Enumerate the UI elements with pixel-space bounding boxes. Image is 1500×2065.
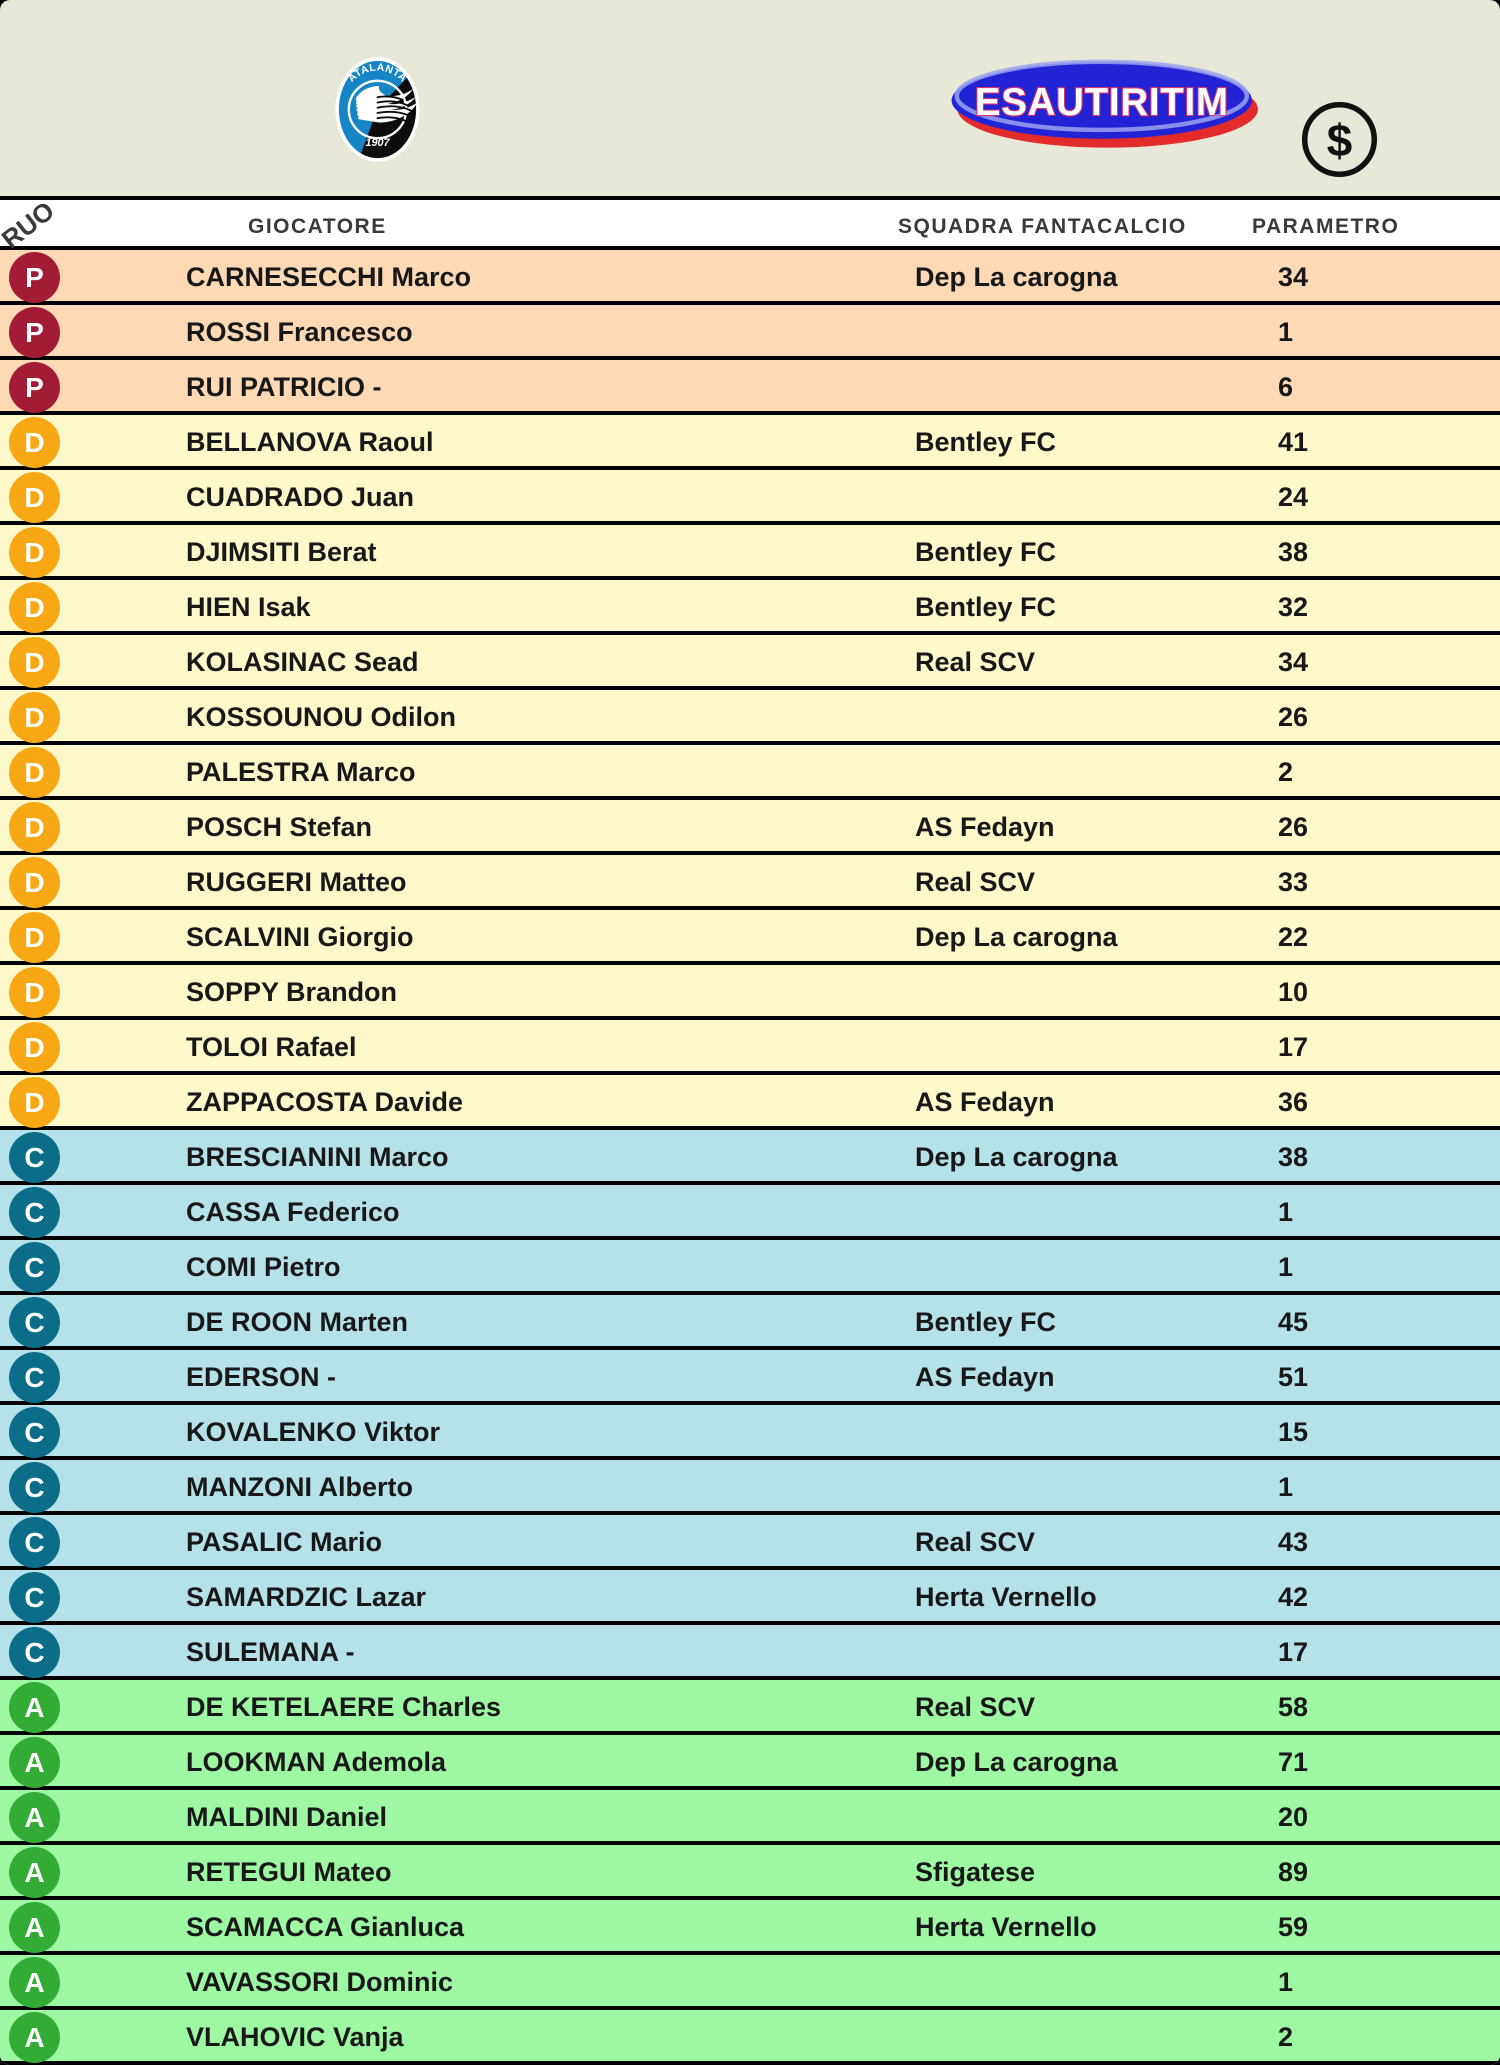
svg-text:$: $ — [1327, 115, 1352, 166]
svg-text:ESAUTIRITIM: ESAUTIRITIM — [975, 81, 1229, 124]
svg-text:1907: 1907 — [365, 137, 390, 149]
